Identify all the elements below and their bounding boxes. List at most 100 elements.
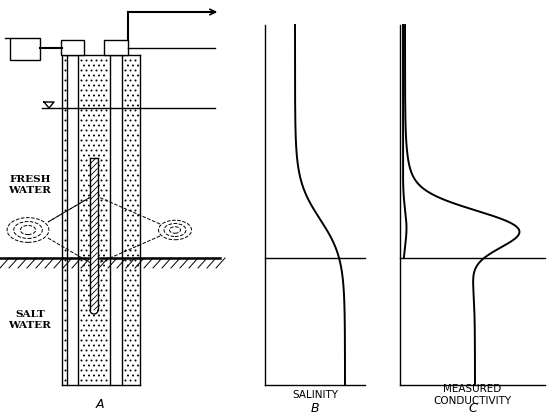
Circle shape [101,100,102,102]
Circle shape [83,354,85,356]
Circle shape [124,199,126,202]
Circle shape [85,59,87,62]
Circle shape [98,365,100,366]
Circle shape [135,290,136,292]
Circle shape [101,190,102,192]
Circle shape [85,209,87,211]
Circle shape [106,259,107,261]
Circle shape [98,354,100,356]
Circle shape [103,74,105,76]
Circle shape [101,309,102,311]
Circle shape [132,365,134,366]
Circle shape [129,109,131,112]
Circle shape [101,330,102,332]
Circle shape [64,159,67,161]
Circle shape [129,270,131,271]
Circle shape [132,204,134,206]
Circle shape [106,309,107,311]
Circle shape [124,349,126,351]
Circle shape [137,285,139,287]
Circle shape [124,59,126,62]
Circle shape [137,185,139,187]
Circle shape [93,124,95,126]
Circle shape [127,244,129,247]
Circle shape [98,164,100,166]
Circle shape [64,330,67,332]
Circle shape [88,264,90,266]
Circle shape [98,304,100,306]
Circle shape [96,100,97,102]
Circle shape [106,150,107,152]
Circle shape [127,104,129,107]
Circle shape [91,150,92,152]
Circle shape [85,169,87,171]
Circle shape [106,199,107,202]
Circle shape [137,164,139,166]
Circle shape [80,280,82,282]
Circle shape [96,199,97,202]
Circle shape [88,135,90,137]
Circle shape [80,119,82,121]
Circle shape [83,365,85,366]
Circle shape [106,339,107,342]
Circle shape [137,264,139,266]
Circle shape [132,64,134,66]
Circle shape [101,230,102,232]
Circle shape [101,349,102,351]
Circle shape [85,109,87,112]
Circle shape [91,249,92,252]
Circle shape [91,339,92,342]
Circle shape [98,244,100,247]
Circle shape [127,154,129,157]
Circle shape [88,104,90,107]
Circle shape [132,95,134,97]
Circle shape [135,259,136,261]
Circle shape [129,219,131,221]
Circle shape [129,199,131,202]
Circle shape [135,359,136,361]
Circle shape [135,109,136,112]
Circle shape [64,190,67,192]
Circle shape [96,219,97,221]
Circle shape [96,169,97,171]
Circle shape [132,264,134,266]
Circle shape [132,275,134,276]
Circle shape [103,135,105,137]
Circle shape [64,280,67,282]
Circle shape [96,140,97,142]
Circle shape [103,244,105,247]
Circle shape [85,359,87,361]
Circle shape [96,320,97,321]
Circle shape [98,285,100,287]
Circle shape [88,164,90,166]
Circle shape [64,209,67,211]
Circle shape [93,304,95,306]
Circle shape [101,370,102,372]
Circle shape [106,109,107,112]
Circle shape [96,159,97,161]
Circle shape [85,119,87,121]
Circle shape [83,145,85,147]
Circle shape [83,195,85,197]
Circle shape [85,140,87,142]
Circle shape [91,59,92,62]
Circle shape [64,240,67,242]
Circle shape [64,359,67,361]
Circle shape [98,315,100,316]
Circle shape [106,249,107,252]
Circle shape [85,270,87,271]
Circle shape [91,90,92,92]
Circle shape [91,219,92,221]
Circle shape [103,114,105,116]
Circle shape [93,95,95,97]
Circle shape [83,254,85,256]
Circle shape [98,225,100,226]
Circle shape [137,114,139,116]
Circle shape [127,285,129,287]
Circle shape [127,375,129,377]
Circle shape [98,135,100,137]
Circle shape [91,309,92,311]
Circle shape [93,135,95,137]
Circle shape [106,370,107,372]
Circle shape [101,180,102,181]
